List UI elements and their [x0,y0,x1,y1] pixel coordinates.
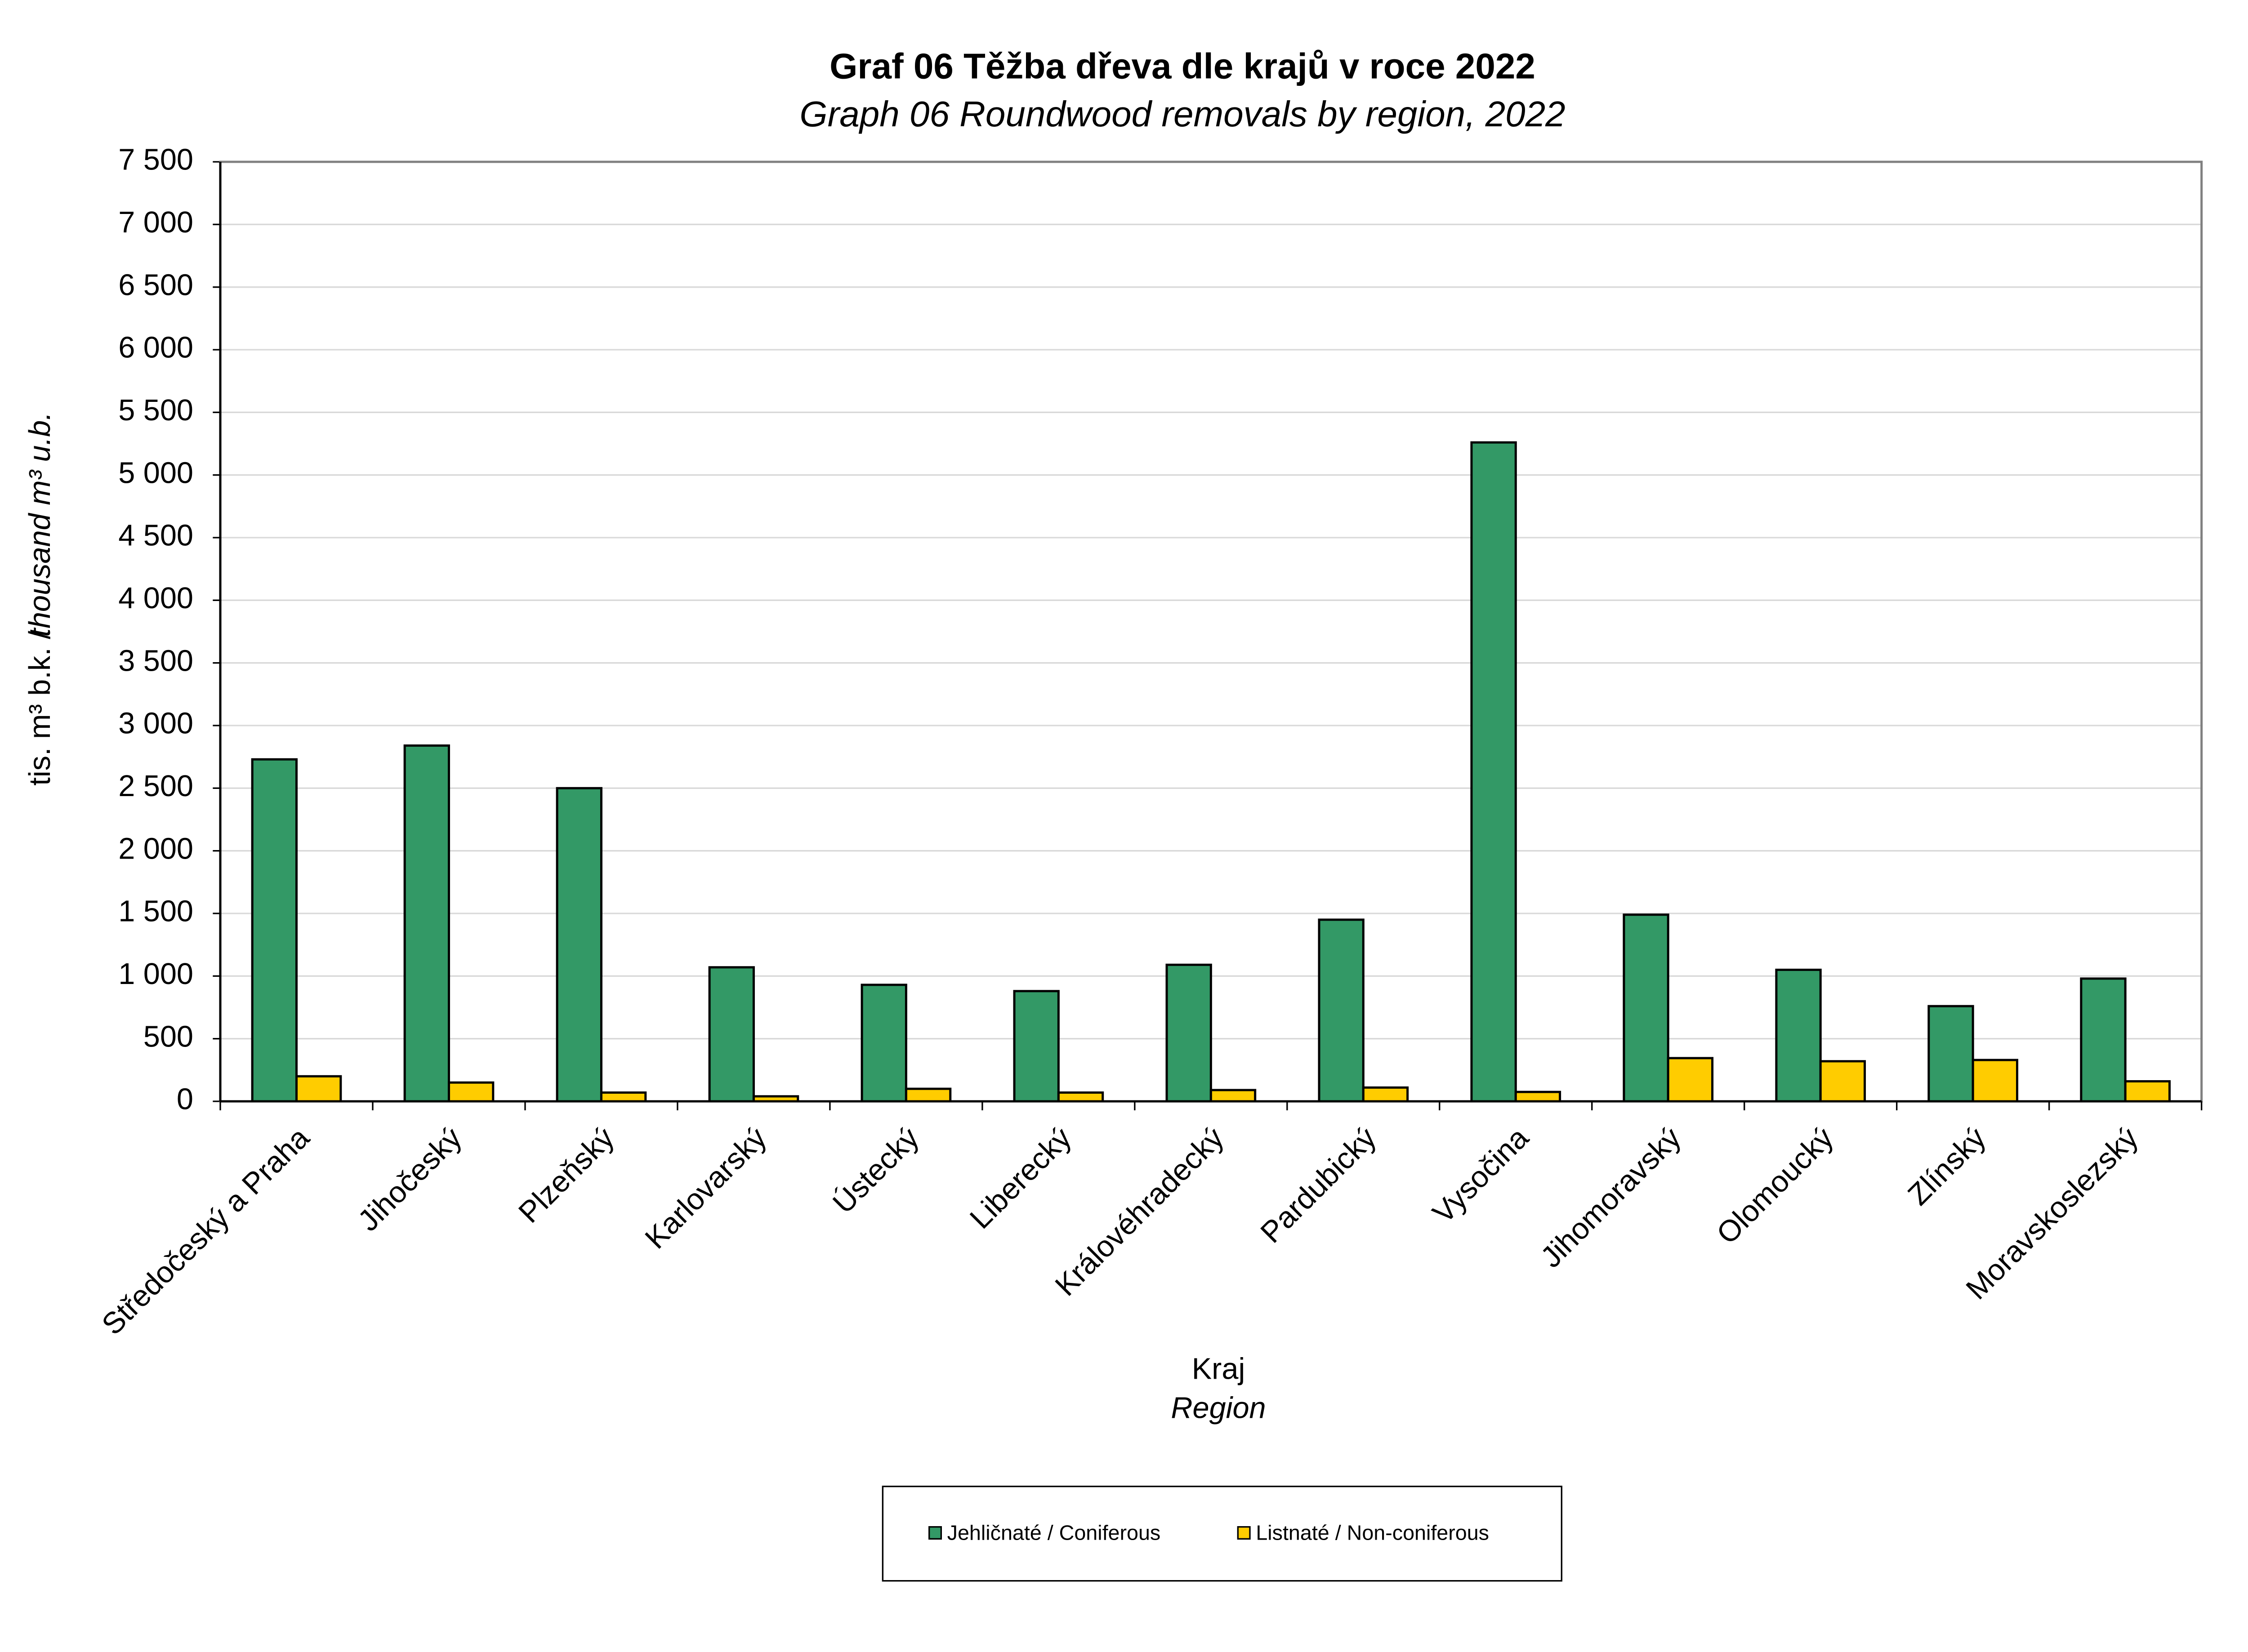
bar [447,1081,495,1103]
legend-label: Listnaté / Non-coniferous [1256,1521,1489,1545]
bar [1514,1091,1561,1103]
bar [1775,968,1822,1103]
bar [708,966,755,1103]
y-tick-label: 6 500 [118,268,193,302]
legend-box [882,1486,1562,1582]
bar [556,787,602,1103]
bar [861,984,907,1103]
bar [1057,1091,1104,1103]
bar [1318,918,1365,1103]
bar [2080,977,2127,1103]
bar [1971,1059,2019,1103]
y-tick-label: 4 000 [118,582,193,615]
y-tick-label: 0 [177,1083,193,1116]
y-axis-label-en: thousand m³ u.b. [23,412,57,637]
y-tick-label: 2 500 [118,770,193,803]
bar [1667,1057,1714,1103]
bar [1013,990,1060,1103]
bar [251,758,298,1103]
y-tick-label: 3 500 [118,644,193,677]
bar [752,1095,799,1103]
bar [295,1075,342,1103]
y-tick-label: 6 000 [118,331,193,365]
y-tick-label: 5 000 [118,456,193,490]
bar [905,1087,952,1103]
bar [1209,1089,1257,1103]
bar [1927,1005,1974,1103]
y-tick-label: 4 500 [118,519,193,552]
y-tick-label: 500 [143,1020,193,1053]
legend-swatch [928,1526,942,1540]
bar [1623,913,1669,1103]
y-axis-label: tis. m³ b.k. / [23,631,57,786]
bar [2124,1080,2171,1103]
y-tick-label: 2 000 [118,832,193,865]
chart-subtitle: Graph 06 Roundwood removals by region, 2… [799,94,1565,134]
bar [403,744,450,1103]
bar [600,1091,647,1103]
bar [1165,963,1212,1103]
bar [1819,1060,1866,1103]
y-tick-label: 5 500 [118,394,193,427]
y-tick-label: 7 000 [118,206,193,239]
y-tick-label: 3 000 [118,707,193,740]
y-tick-label: 1 500 [118,895,193,928]
y-tick-label: 1 000 [118,957,193,991]
x-axis-label-en: Region [1171,1391,1266,1425]
legend-label: Jehličnaté / Coniferous [947,1521,1161,1545]
legend-swatch [1237,1526,1251,1540]
chart-title: Graf 06 Těžba dřeva dle krajů v roce 202… [830,46,1535,86]
bar [1362,1086,1409,1103]
y-tick-label: 7 500 [118,143,193,177]
x-axis-label: Kraj [1192,1353,1245,1386]
bar [1470,441,1517,1103]
